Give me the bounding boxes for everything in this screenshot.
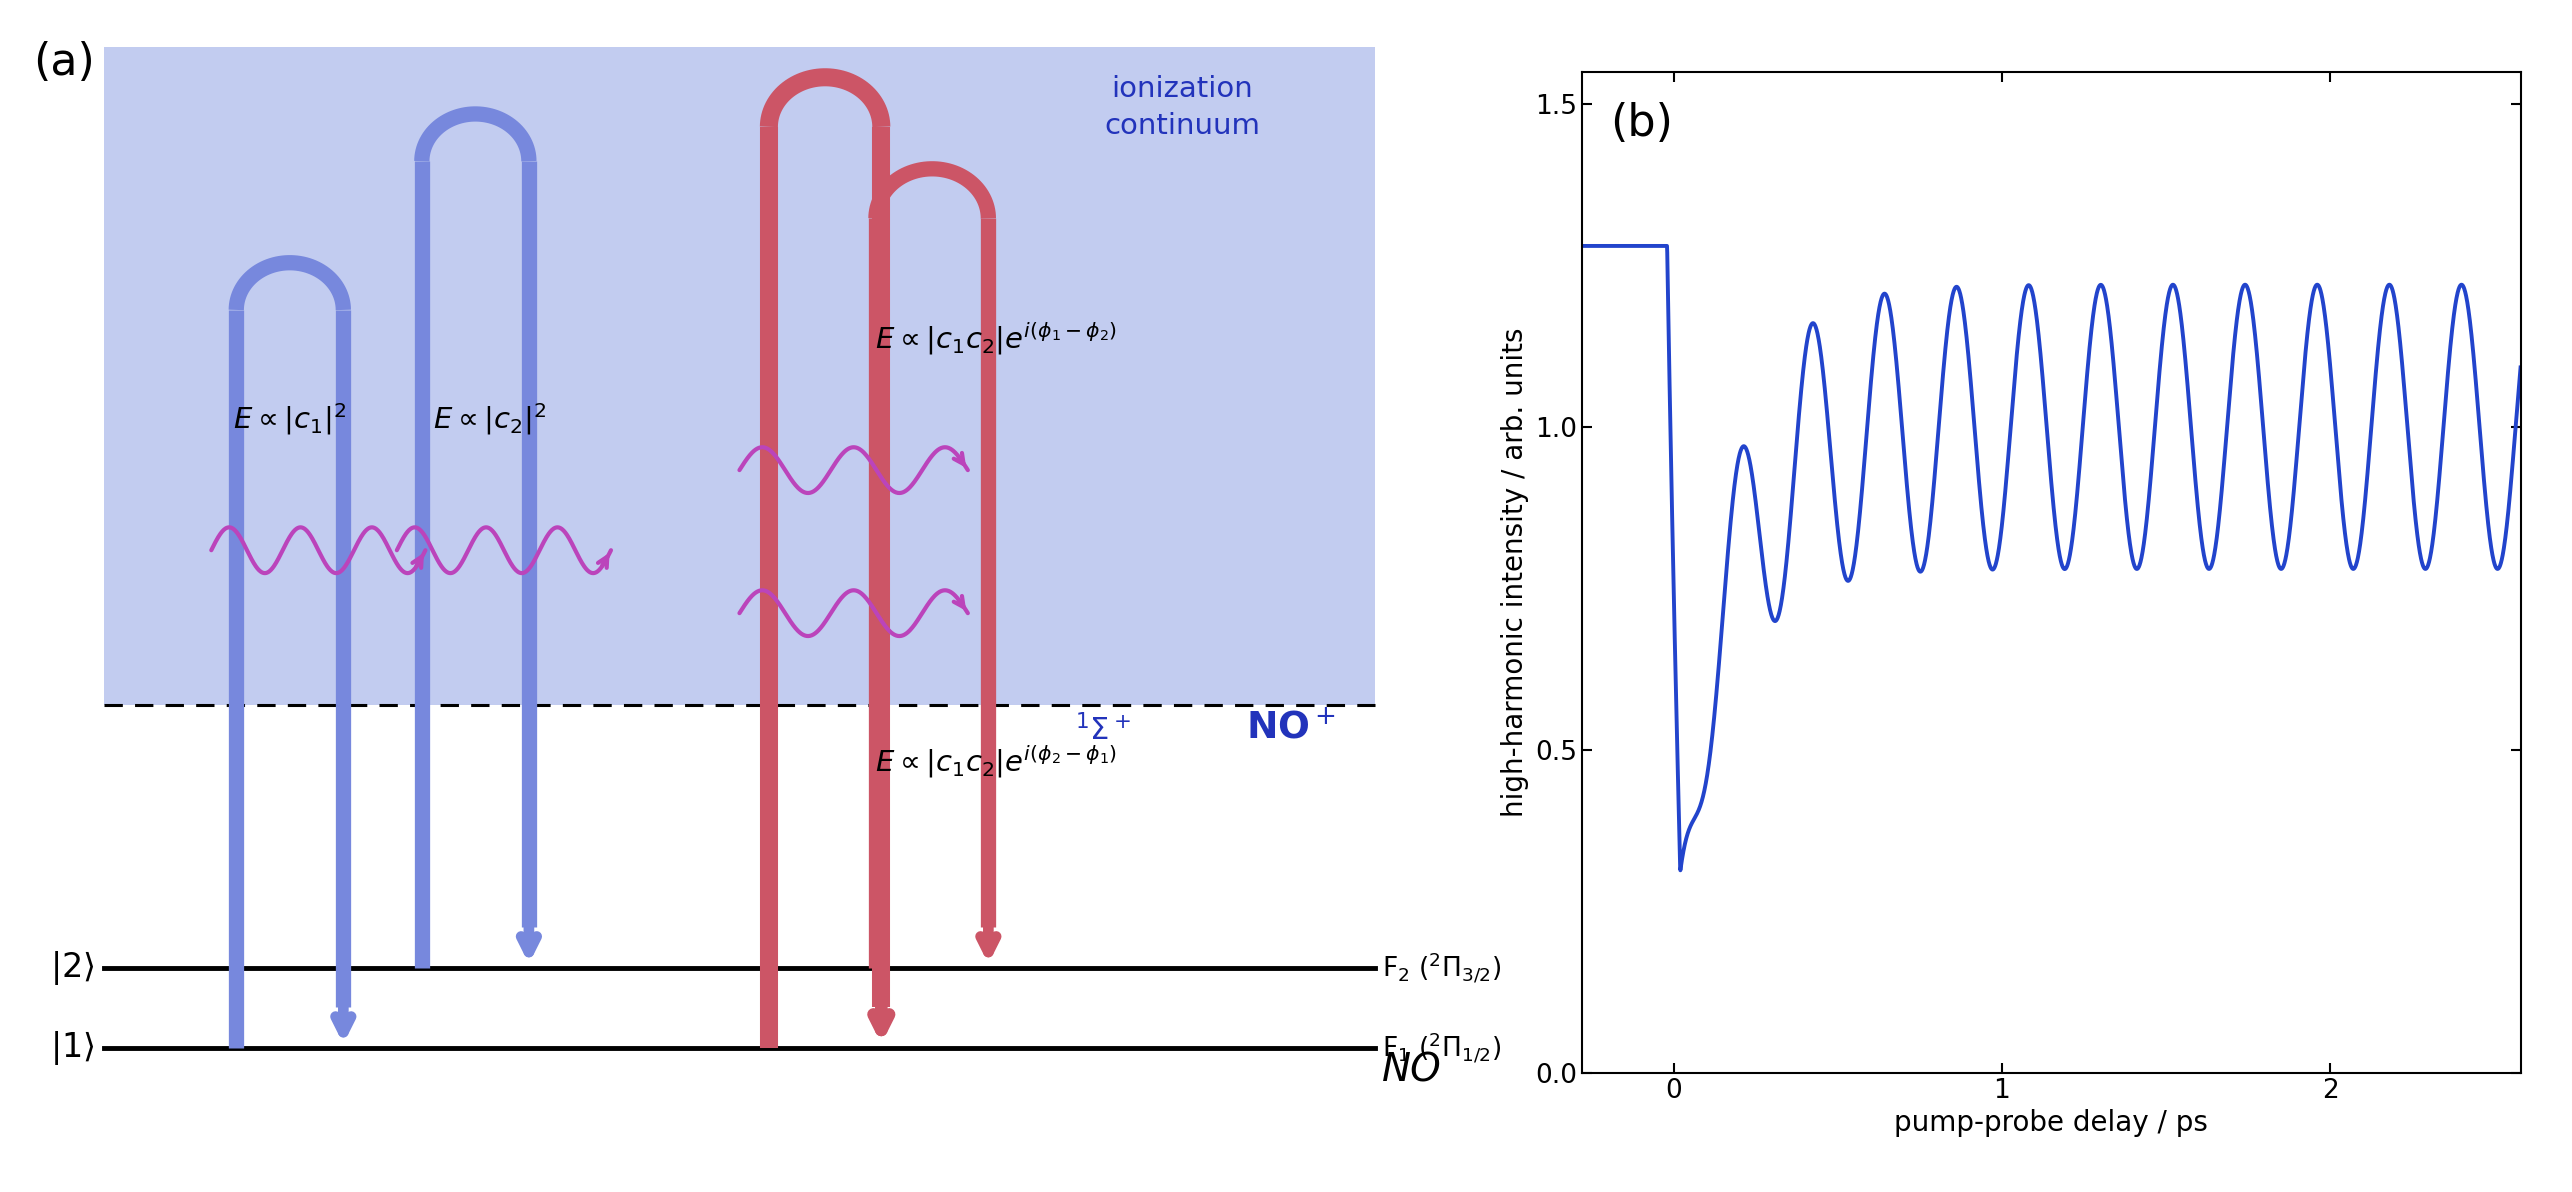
Y-axis label: high-harmonic intensity / arb. units: high-harmonic intensity / arb. units [1502,328,1530,817]
Text: $|2\rangle$: $|2\rangle$ [49,949,95,987]
Text: (b): (b) [1610,101,1672,144]
Text: ionization
continuum: ionization continuum [1103,75,1260,141]
Text: $E \propto |c_1c_2|e^{i(\phi_2-\phi_1)}$: $E \propto |c_1c_2|e^{i(\phi_2-\phi_1)}$ [874,744,1116,781]
Text: (a): (a) [33,41,95,83]
Text: NO$^+$: NO$^+$ [1247,710,1335,746]
Bar [105,46,1373,704]
Text: NO: NO [1381,1051,1440,1089]
Text: $^1\Sigma^+$: $^1\Sigma^+$ [1075,714,1132,746]
Text: F$_2$ ($^2\Pi_{3/2}$): F$_2$ ($^2\Pi_{3/2}$) [1381,950,1502,986]
Text: $E \propto |c_2|^2$: $E \propto |c_2|^2$ [432,401,545,436]
Text: $|1\rangle$: $|1\rangle$ [49,1029,95,1067]
Text: F$_1$ ($^2\Pi_{1/2}$): F$_1$ ($^2\Pi_{1/2}$) [1381,1031,1502,1066]
X-axis label: pump-probe delay / ps: pump-probe delay / ps [1893,1110,2209,1137]
Text: $E \propto |c_1c_2|e^{i(\phi_1-\phi_2)}$: $E \propto |c_1c_2|e^{i(\phi_1-\phi_2)}$ [874,321,1116,356]
Text: $E \propto |c_1|^2$: $E \propto |c_1|^2$ [234,401,347,436]
